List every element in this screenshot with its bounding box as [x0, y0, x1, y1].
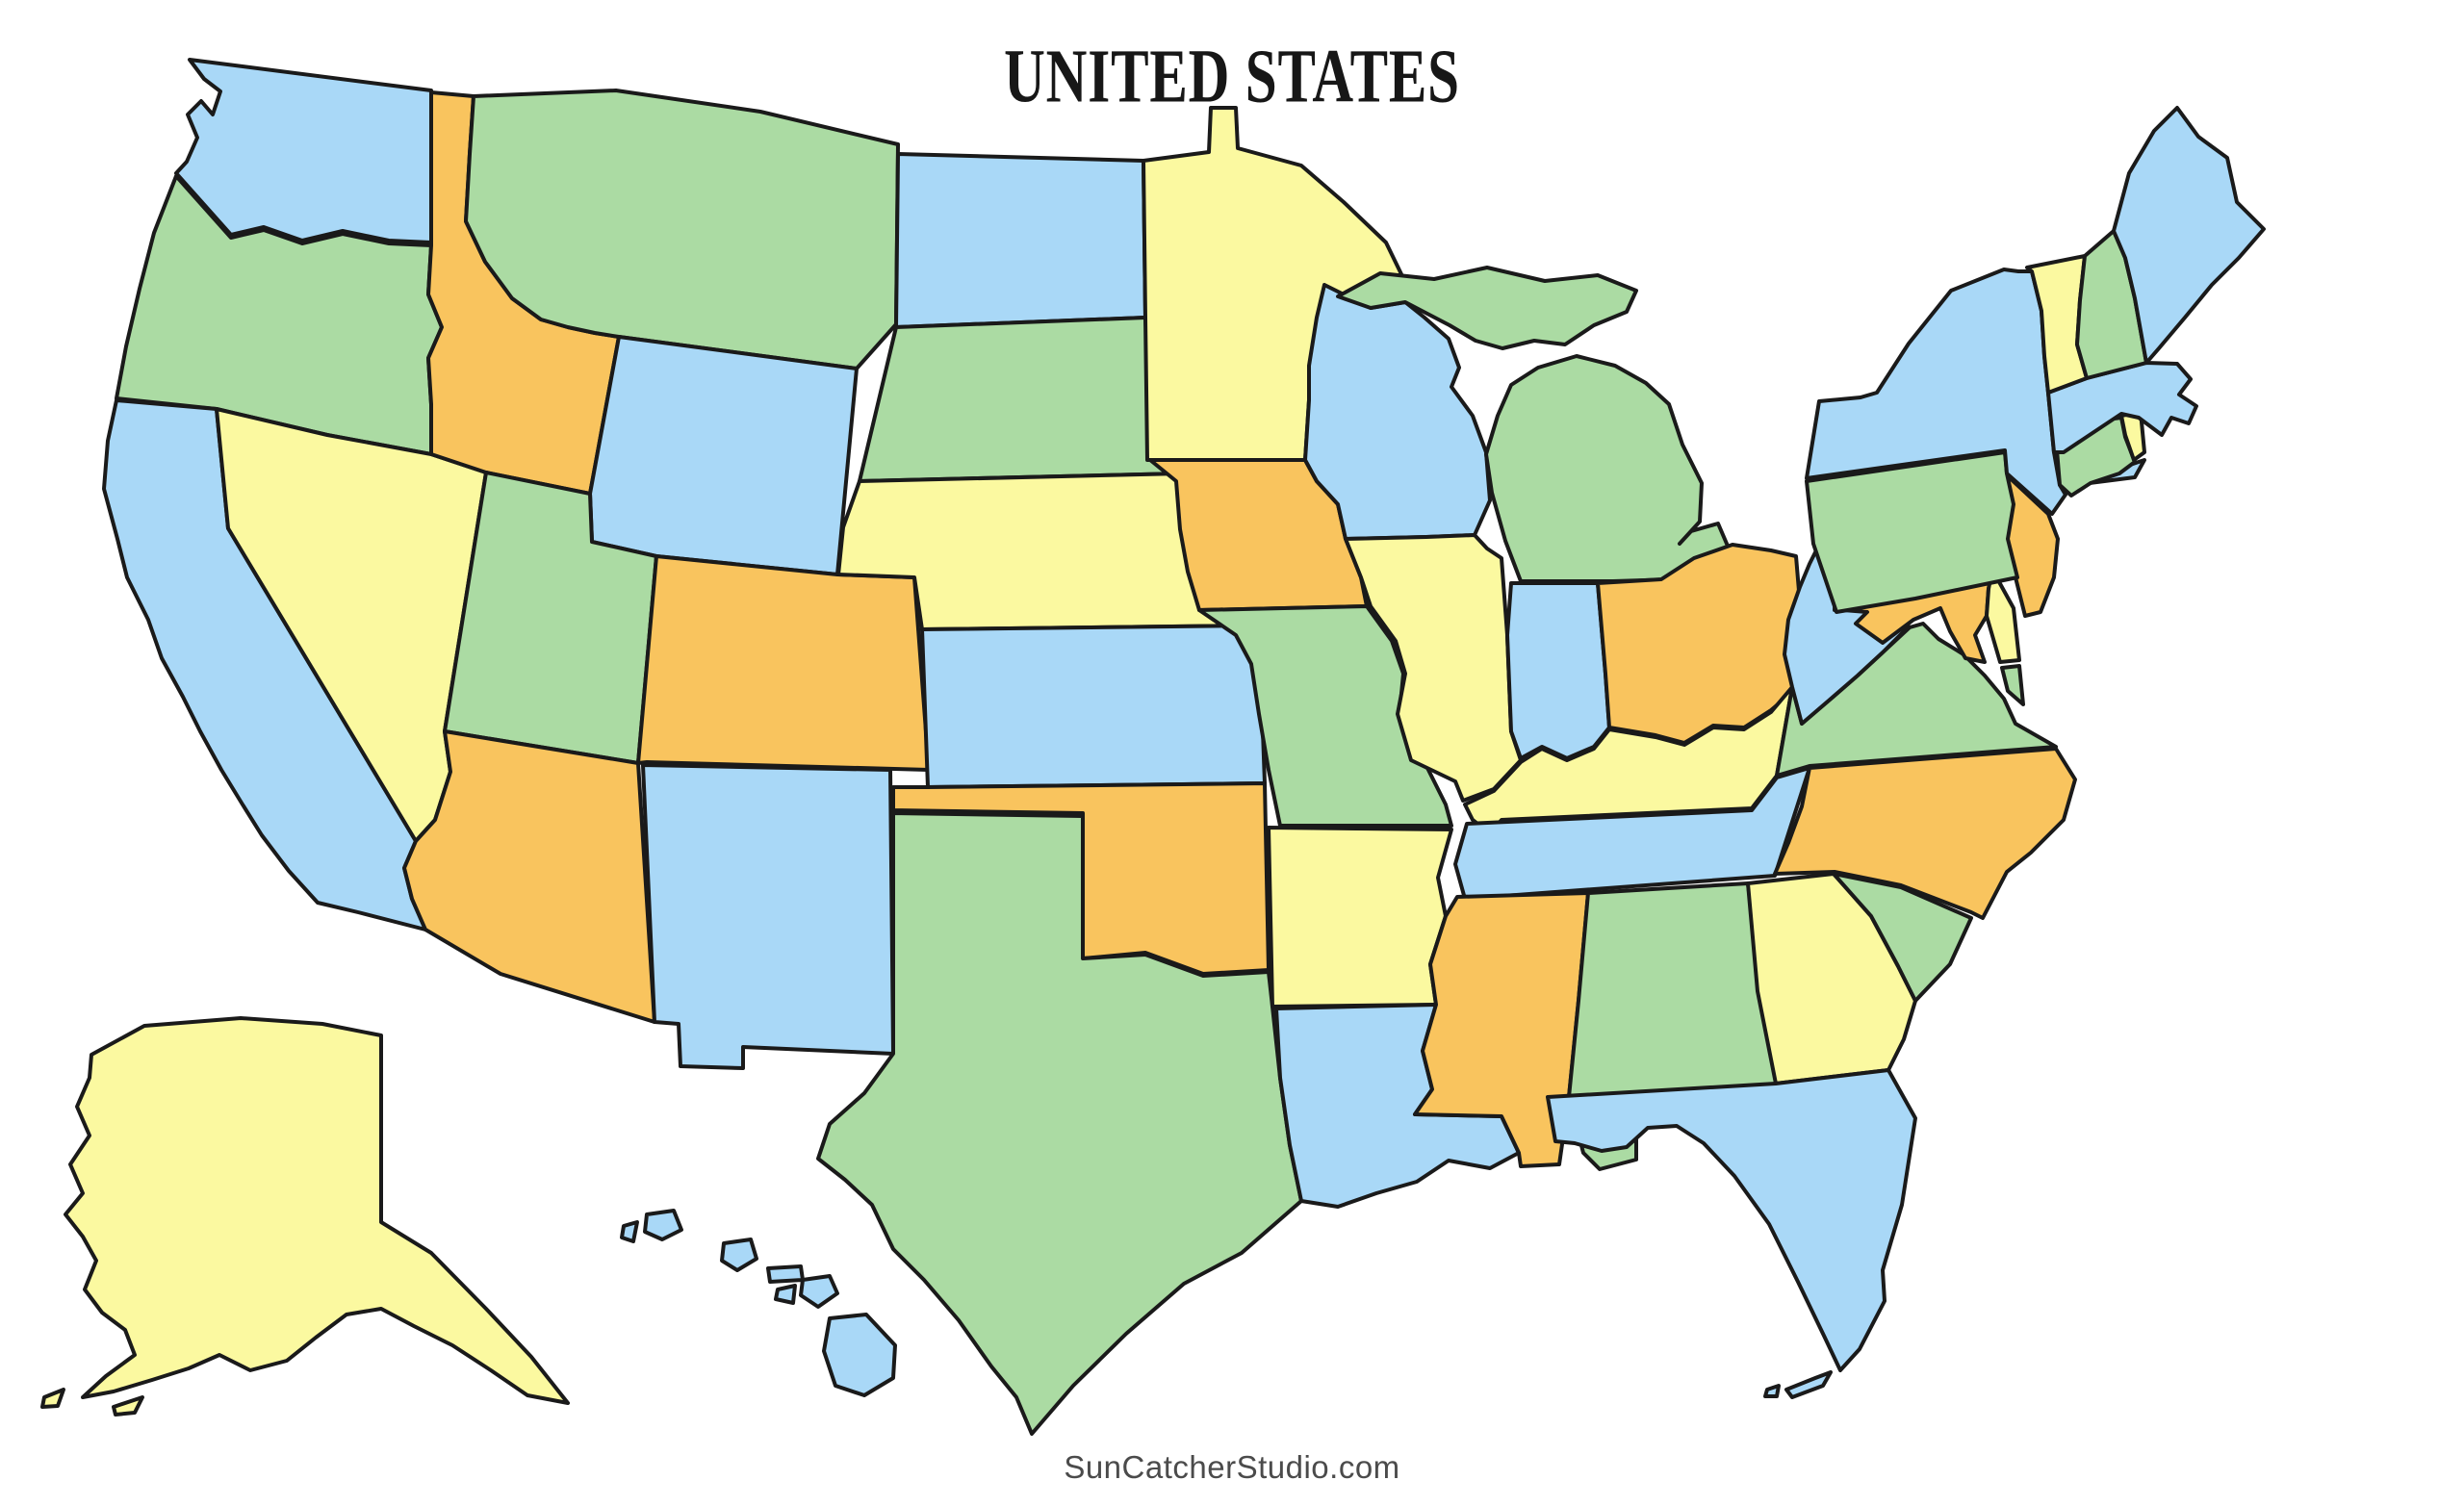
- state-new-mexico: New Mexico: [641, 763, 895, 1070]
- state-washington: Washington: [174, 58, 433, 244]
- state-south-carolina: South Carolina: [1832, 872, 1973, 1003]
- state-indiana: Indiana: [1505, 581, 1611, 760]
- state-north-carolina: North Carolina: [1773, 747, 2077, 920]
- map-title: UNITED STATES: [1004, 34, 1460, 119]
- state-tennessee: Tennessee: [1453, 766, 1811, 901]
- state-colorado: Colorado: [636, 554, 931, 772]
- state-alaska: Alaska: [40, 1016, 570, 1417]
- state-missouri: Missouri: [1197, 604, 1453, 828]
- state-wyoming: Wyoming: [588, 335, 859, 576]
- state-hawaii: Hawaii: [620, 1209, 897, 1397]
- state-kentucky: Kentucky: [1463, 685, 1794, 835]
- state-maine: Maine: [2112, 106, 2266, 365]
- state-south-dakota: South Dakota: [858, 316, 1184, 483]
- state-massachusetts: Massachusetts: [2046, 361, 2198, 454]
- state-texas: Texas: [816, 811, 1303, 1436]
- state-montana: Montana: [464, 89, 900, 370]
- state-illinois: Illinois: [1344, 533, 1523, 803]
- state-wisconsin: Wisconsin: [1303, 283, 1492, 541]
- state-north-dakota: North Dakota: [894, 152, 1147, 329]
- state-kansas: Kansas: [920, 624, 1267, 789]
- state-delaware: Delaware: [1985, 568, 2021, 664]
- watermark-text: SunCatcherStudio.com: [1064, 1449, 1400, 1485]
- state-florida: Florida: [1546, 1068, 1917, 1399]
- state-michigan: Michigan: [1336, 266, 1732, 583]
- state-arkansas: Arkansas: [1267, 826, 1453, 1008]
